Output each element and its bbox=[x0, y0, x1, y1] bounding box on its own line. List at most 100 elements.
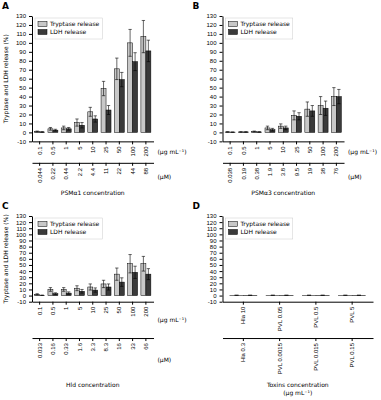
y-tick-mark bbox=[220, 132, 223, 133]
y-tick: 90 bbox=[210, 238, 223, 244]
x2-tick-mark bbox=[145, 163, 146, 166]
y-tick-label: 120 bbox=[206, 220, 217, 226]
y-tick-mark bbox=[29, 216, 32, 217]
annotation: (μM) bbox=[158, 356, 172, 364]
y-tick-mark bbox=[220, 228, 223, 229]
legend-box bbox=[35, 218, 102, 239]
x2-tick-label: 0.16 bbox=[50, 342, 56, 354]
y-tick: 70 bbox=[19, 67, 32, 73]
y-tick-label: 110 bbox=[207, 31, 217, 37]
bar bbox=[280, 295, 294, 296]
y-tick-mark bbox=[29, 52, 32, 53]
x2-tick-label: 19 bbox=[307, 167, 313, 174]
x-tick-label: 1 bbox=[254, 146, 260, 150]
error-bar bbox=[35, 294, 38, 295]
x-axis-title: Hld concentration bbox=[66, 381, 120, 388]
y-tick: 10 bbox=[19, 287, 32, 293]
error-bar bbox=[311, 106, 314, 117]
legend-swatch bbox=[38, 22, 47, 27]
x-tick: PVL 5 bbox=[349, 302, 355, 323]
error-bar bbox=[49, 127, 52, 130]
legend-item: LDH release bbox=[229, 228, 278, 235]
y-tick-mark bbox=[29, 132, 32, 133]
x-tick: 0.5 bbox=[50, 141, 56, 154]
figure: -1001020304050607080901001101201300.10.5… bbox=[0, 0, 381, 400]
y-tick-mark bbox=[29, 25, 32, 26]
y-tick: 110 bbox=[16, 31, 32, 37]
x2-tick-mark bbox=[79, 338, 80, 341]
x2-tick-label: 0.22 bbox=[50, 167, 56, 179]
y-tick-mark bbox=[220, 253, 223, 254]
error-bar bbox=[142, 20, 145, 52]
y-tick-mark bbox=[220, 141, 223, 142]
x-tick-mark bbox=[256, 141, 257, 144]
legend-box bbox=[226, 18, 293, 39]
y-tick-label: 50 bbox=[19, 85, 26, 91]
x-tick-mark bbox=[243, 141, 244, 144]
error-bar bbox=[75, 286, 78, 291]
y-tick-mark bbox=[29, 247, 32, 248]
y-axis: -100102030405060708090100110120130 bbox=[16, 13, 33, 144]
x-axis-title: Toxins concentration(μg mL⁻¹) bbox=[266, 381, 329, 397]
y-tick-mark bbox=[29, 265, 32, 266]
x-tick-mark bbox=[309, 141, 310, 144]
bar bbox=[35, 294, 40, 295]
x-tick: Hla 10 bbox=[240, 302, 246, 324]
x2-tick-mark bbox=[256, 163, 257, 166]
error-bar bbox=[40, 131, 43, 133]
series bbox=[230, 295, 352, 296]
x2-tick: 0.22 bbox=[50, 163, 56, 180]
error-bar bbox=[120, 278, 123, 287]
y-tick-label: 70 bbox=[210, 250, 217, 256]
x-tick: 1 bbox=[63, 141, 69, 149]
x2-axis: 0.0440.220.442.24.411224488 bbox=[33, 163, 155, 183]
y-tick: 110 bbox=[16, 226, 32, 232]
panel: -1001020304050607080901001101201300.10.5… bbox=[193, 1, 378, 196]
y-tick: 50 bbox=[19, 262, 32, 268]
error-bar bbox=[319, 97, 322, 115]
legend-item: LDH release bbox=[229, 28, 278, 35]
x-axis: 0.10.515102550100200 bbox=[33, 141, 155, 156]
y-tick: 10 bbox=[19, 121, 32, 127]
error-bar bbox=[337, 89, 340, 103]
x2-tick-mark bbox=[315, 338, 316, 341]
y-tick-label: 70 bbox=[19, 250, 26, 256]
error-bar bbox=[128, 255, 131, 273]
x2-tick-label: 4.4 bbox=[90, 167, 96, 176]
y-tick-label: 30 bbox=[19, 275, 26, 281]
legend-swatch bbox=[229, 22, 238, 27]
y-tick: 80 bbox=[210, 58, 223, 64]
x-tick-label: 50 bbox=[307, 146, 313, 153]
x2-axis: 0.0330.160.331.63.38.3163366 bbox=[33, 338, 155, 358]
x2-tick: 76 bbox=[333, 163, 339, 175]
y-tick-mark bbox=[29, 141, 32, 142]
y-tick: 100 bbox=[16, 40, 32, 46]
error-bar bbox=[253, 131, 256, 133]
y-tick-mark bbox=[29, 283, 32, 284]
x2-tick-label: 44 bbox=[130, 167, 136, 174]
x-tick-label: 100 bbox=[130, 306, 136, 317]
x-tick-mark bbox=[119, 141, 120, 144]
y-tick: 120 bbox=[206, 22, 222, 28]
x2-tick: PVL 0.15 bbox=[349, 338, 355, 367]
x2-tick: 3.8 bbox=[280, 163, 286, 176]
x-tick-mark bbox=[296, 141, 297, 144]
y-tick-mark bbox=[220, 43, 223, 44]
x-tick: 50 bbox=[116, 302, 122, 314]
x2-tick-mark bbox=[352, 338, 353, 341]
x-tick-label: 200 bbox=[143, 146, 149, 157]
x-tick-mark bbox=[92, 141, 93, 144]
y-tick: 120 bbox=[16, 22, 32, 28]
x-tick-label: 50 bbox=[116, 146, 122, 153]
y-tick: 100 bbox=[206, 40, 222, 46]
legend: Tryptase releaseLDH release bbox=[226, 218, 293, 239]
x2-tick-label: 16 bbox=[116, 342, 122, 349]
y-tick-mark bbox=[220, 296, 223, 297]
error-bar bbox=[40, 295, 43, 296]
error-bar bbox=[35, 131, 38, 133]
y-tick: 50 bbox=[210, 262, 223, 268]
y-tick-mark bbox=[220, 289, 223, 290]
legend-item: Tryptase release bbox=[38, 20, 100, 28]
y-tick: 110 bbox=[207, 226, 223, 232]
x-tick-mark bbox=[145, 302, 146, 305]
